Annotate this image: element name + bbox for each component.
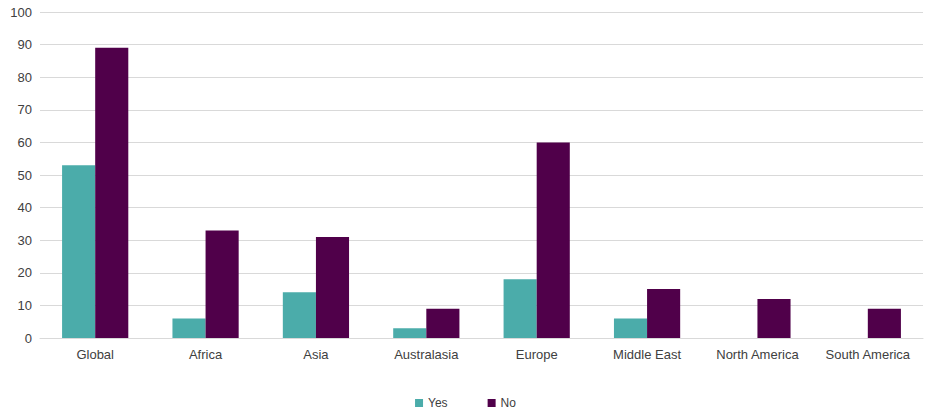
svg-text:Europe: Europe	[516, 347, 558, 362]
svg-text:Asia: Asia	[303, 347, 329, 362]
svg-text:Global: Global	[76, 347, 114, 362]
svg-text:20: 20	[18, 265, 32, 280]
svg-text:50: 50	[18, 168, 32, 183]
svg-text:Africa: Africa	[189, 347, 223, 362]
svg-text:Yes: Yes	[428, 396, 448, 410]
svg-text:60: 60	[18, 135, 32, 150]
svg-text:40: 40	[18, 200, 32, 215]
svg-text:Australasia: Australasia	[394, 347, 459, 362]
svg-text:South America: South America	[826, 347, 911, 362]
svg-text:10: 10	[18, 298, 32, 313]
svg-text:Middle East: Middle East	[613, 347, 681, 362]
svg-text:90: 90	[18, 37, 32, 52]
svg-text:No: No	[501, 396, 517, 410]
svg-text:North America: North America	[716, 347, 799, 362]
svg-text:100: 100	[10, 5, 32, 20]
svg-text:0: 0	[25, 331, 32, 346]
svg-text:30: 30	[18, 233, 32, 248]
svg-text:80: 80	[18, 70, 32, 85]
svg-text:70: 70	[18, 102, 32, 117]
